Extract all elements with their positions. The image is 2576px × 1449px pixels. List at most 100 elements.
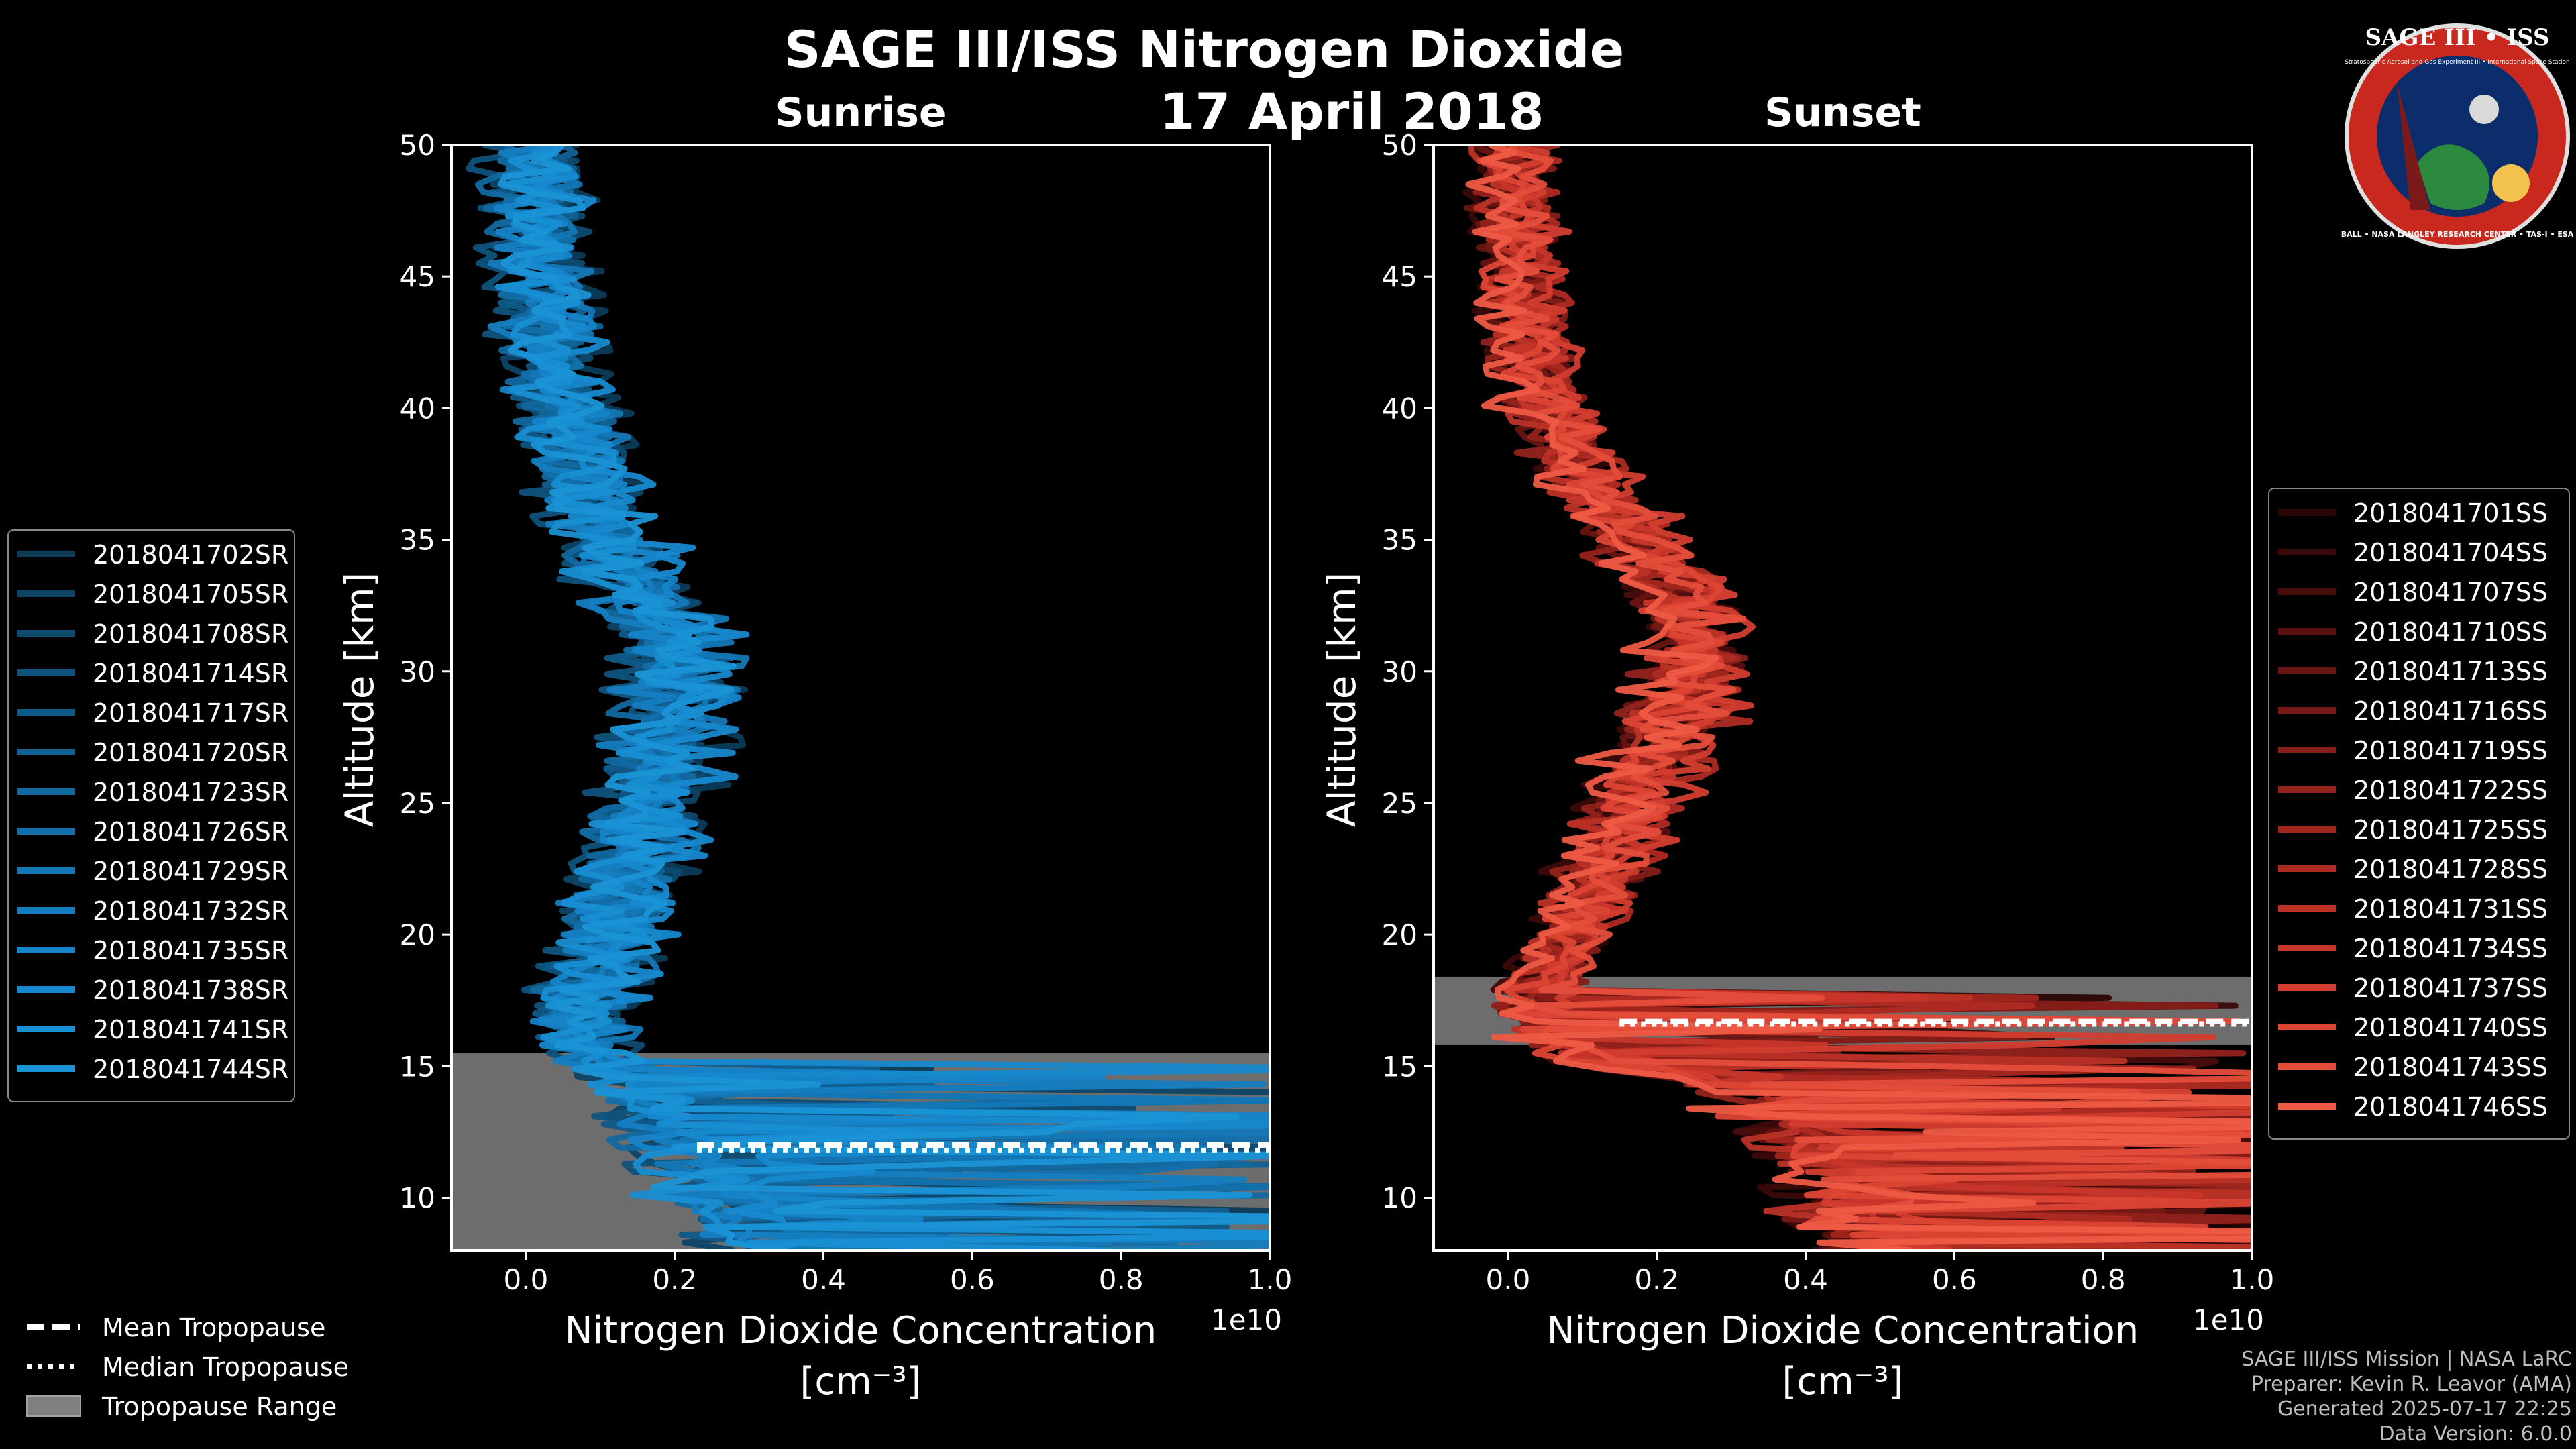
profile-line-2018041746SS [1465,145,2252,1250]
logo-title: SAGE III • ISS [2365,24,2549,51]
legend-label-2018041732SR: 2018041732SR [93,896,288,926]
logo-subtitle: Stratospheric Aerosol and Gas Experiment… [2345,59,2570,66]
sunset-ytick-label: 35 [1382,524,1417,557]
sunrise-x-scale-note: 1e10 [1211,1303,1282,1336]
legend-label-2018041746SS: 2018041746SS [2353,1092,2548,1122]
profile-line-2018041743SS [1494,145,2252,1250]
legend-label-2018041710SS: 2018041710SS [2353,617,2548,647]
legend-label-2018041728SS: 2018041728SS [2353,855,2548,884]
sunrise-xlabel: Nitrogen Dioxide Concentration [565,1309,1157,1352]
sunset-xtick-label: 0.0 [1486,1263,1531,1296]
sunset-ytick-label: 15 [1382,1050,1417,1083]
legend-label-2018041741SR: 2018041741SR [93,1015,288,1044]
legend-label-2018041702SR: 2018041702SR [93,540,288,570]
legend-label-2018041704SS: 2018041704SS [2353,538,2548,568]
sunrise-legend: 2018041702SR 2018041705SR 2018041708SR 2018… [7,529,295,1102]
profile-line-2018041738SR [517,145,1270,1250]
sunrise-xtick-label: 1.0 [1248,1263,1293,1296]
figure-title: SAGE III/ISS Nitrogen Dioxide [784,19,1624,79]
sunrise-xtick-label: 0.2 [652,1263,697,1296]
sunrise-ytick-label: 20 [400,918,435,951]
sunrise-ylabel: Altitude [km] [337,572,382,827]
sunset-xtick-label: 1.0 [2230,1263,2275,1296]
tropopause-range-label: Tropopause Range [101,1392,337,1421]
median-tropopause-label: Median Tropopause [102,1352,349,1382]
sunset-panel: Sunset 0.0 0.2 0.4 0.6 0.8 1.0 10 15 20 25 30 35 40 4… [1319,89,2275,1403]
sunrise-axes-frame [450,144,1271,1252]
legend-label-2018041707SS: 2018041707SS [2353,578,2548,607]
sunrise-ticks: 0.0 0.2 0.4 0.6 0.8 1.0 10 15 20 25 30 35 40 45 50 [400,129,1293,1296]
legend-label-2018041719SS: 2018041719SS [2353,736,2548,765]
sunset-ytick-label: 30 [1382,655,1417,688]
legend-label-2018041729SR: 2018041729SR [93,857,288,886]
credits-mission: SAGE III/ISS Mission | NASA LaRC [2241,1348,2572,1371]
profile-line-2018041744SR [498,145,1270,1250]
legend-label-2018041705SR: 2018041705SR [93,580,288,609]
sunrise-panel-title: Sunrise [775,89,946,136]
sunrise-ytick-label: 45 [400,260,435,293]
legend-label-2018041743SS: 2018041743SS [2353,1053,2548,1082]
sunset-ytick-label: 45 [1382,260,1417,293]
sunrise-ytick-label: 15 [400,1050,435,1083]
sunrise-xtick-label: 0.6 [950,1263,995,1296]
legend-label-2018041714SR: 2018041714SR [93,659,288,688]
legend-label-2018041738SR: 2018041738SR [93,975,288,1005]
sunrise-xtick-label: 0.4 [801,1263,846,1296]
sunset-x-scale-note: 1e10 [2193,1303,2264,1336]
legend-label-2018041744SR: 2018041744SR [93,1055,288,1084]
legend-label-2018041731SS: 2018041731SS [2353,894,2548,924]
tropopause-legend: Mean Tropopause Median Tropopause Tropop… [26,1313,349,1421]
sunset-plot-area [1434,145,2252,1250]
sunset-xtick-label: 0.2 [1634,1263,1679,1296]
legend-label-2018041701SS: 2018041701SS [2353,498,2548,528]
sunset-ticks: 0.0 0.2 0.4 0.6 0.8 1.0 10 15 20 25 30 35 40 45 50 [1382,129,2275,1296]
logo-ring-text: BALL • NASA LANGLEY RESEARCH CENTER • TA… [2341,230,2574,239]
mean-tropopause-label: Mean Tropopause [102,1313,325,1342]
sunrise-xlabel-units: [cm⁻³] [800,1360,921,1403]
legend-label-2018041723SR: 2018041723SR [93,777,288,807]
credits-generated: Generated 2025-07-17 22:25 [2277,1397,2572,1421]
sunset-ytick-label: 20 [1382,918,1417,951]
legend-label-2018041713SS: 2018041713SS [2353,657,2548,686]
legend-label-2018041734SS: 2018041734SS [2353,934,2548,963]
sunrise-legend-frame [7,529,295,1102]
sunrise-panel: Sunrise 0.0 0.2 0.4 0.6 0.8 1.0 10 15 20 25 30 35 40… [337,89,1293,1403]
sunset-xtick-label: 0.4 [1783,1263,1828,1296]
sunrise-ytick-label: 10 [400,1182,435,1215]
legend-label-2018041720SR: 2018041720SR [93,738,288,767]
sunset-ytick-label: 25 [1382,787,1417,820]
credits-data-version: Data Version: 6.0.0 [2379,1422,2572,1446]
sunset-ytick-label: 10 [1382,1182,1417,1215]
credits: SAGE III/ISS Mission | NASA LaRC Prepare… [2241,1347,2572,1446]
sunset-ylabel: Altitude [km] [1319,572,1364,827]
sunset-legend: 2018041701SS 2018041704SS 2018041707SS 2018… [2268,488,2570,1140]
sunset-xlabel-units: [cm⁻³] [1782,1360,1903,1403]
sunrise-xtick-label: 0.0 [504,1263,549,1296]
sunrise-ytick-label: 35 [400,524,435,557]
legend-label-2018041722SS: 2018041722SS [2353,775,2548,805]
sunset-xtick-label: 0.8 [2081,1263,2126,1296]
tropopause-range-swatch [26,1395,81,1417]
legend-label-2018041740SS: 2018041740SS [2353,1013,2548,1042]
sunset-panel-title: Sunset [1764,89,1921,136]
sunset-legend-frame [2268,488,2570,1140]
sunset-axes-frame [1432,144,2253,1252]
sunset-ytick-label: 50 [1382,129,1417,162]
sage-iii-iss-mission-logo: SAGE III • ISS Stratospheric Aerosol and… [2341,23,2574,249]
legend-label-2018041726SR: 2018041726SR [93,817,288,847]
sunrise-ytick-label: 25 [400,787,435,820]
legend-label-2018041725SS: 2018041725SS [2353,815,2548,845]
credits-preparer: Preparer: Kevin R. Leavor (AMA) [2251,1373,2572,1396]
legend-label-2018041708SR: 2018041708SR [93,619,288,649]
sunrise-xtick-label: 0.8 [1099,1263,1144,1296]
sunset-xlabel: Nitrogen Dioxide Concentration [1547,1309,2139,1352]
legend-label-2018041735SR: 2018041735SR [93,936,288,965]
sunrise-ytick-label: 50 [400,129,435,162]
sunset-xtick-label: 0.6 [1932,1263,1977,1296]
sunrise-plot-area [451,145,1270,1250]
legend-label-2018041716SS: 2018041716SS [2353,696,2548,726]
sunset-ytick-label: 40 [1382,392,1417,425]
legend-label-2018041717SR: 2018041717SR [93,698,288,728]
sunrise-ytick-label: 30 [400,655,435,688]
